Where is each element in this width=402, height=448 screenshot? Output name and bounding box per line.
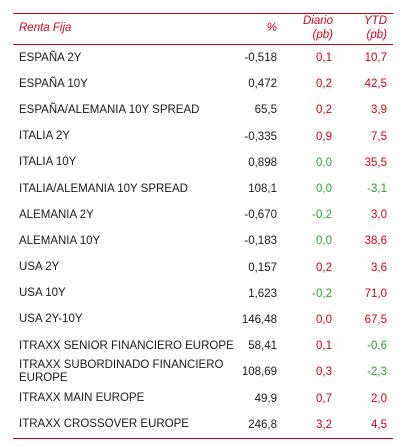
row-name: ALEMANIA 10Y — [19, 234, 101, 247]
row-value: 65,5 — [254, 104, 277, 117]
table-row: USA 10Y 1,623 -0,2 71,0 — [13, 281, 393, 307]
table-row: ESPAÑA/ALEMANIA 10Y SPREAD 65,5 0,2 3,9 — [13, 97, 393, 123]
row-name: ESPAÑA 2Y — [19, 51, 82, 64]
row-name: ITRAXX CROSSOVER EUROPE — [19, 418, 189, 431]
row-ytd: 3,6 — [371, 261, 387, 274]
row-diario: -0,2 — [312, 287, 332, 300]
row-name: ITALIA 10Y — [19, 156, 77, 169]
table-row: ALEMANIA 10Y -0,183 0,0 38,6 — [13, 228, 393, 254]
row-ytd: 42,5 — [364, 78, 387, 91]
row-ytd: 7,5 — [371, 130, 387, 143]
row-value: 246,8 — [248, 418, 277, 431]
row-value: 0,472 — [248, 78, 277, 91]
row-name: USA 2Y — [19, 261, 60, 274]
row-diario: 0,0 — [316, 183, 332, 196]
table-row: ITALIA 10Y 0,898 0,0 35,5 — [13, 150, 393, 176]
row-value: 1,623 — [248, 287, 277, 300]
row-name: ITALIA/ALEMANIA 10Y SPREAD — [19, 182, 188, 195]
row-ytd: 67,5 — [364, 313, 387, 326]
header-diario: Diario (pb) — [293, 14, 333, 42]
row-diario: -0,2 — [312, 209, 332, 222]
row-name: ITRAXX MAIN EUROPE — [19, 392, 145, 405]
row-name: ITALIA 2Y — [19, 130, 70, 143]
row-diario: 0,3 — [316, 366, 332, 379]
row-name: ALEMANIA 2Y — [19, 208, 94, 221]
row-value: 0,157 — [248, 261, 277, 274]
row-ytd: 35,5 — [364, 156, 387, 169]
row-ytd: 71,0 — [364, 287, 387, 300]
row-diario: 0,7 — [316, 392, 332, 405]
row-value: -0,183 — [244, 235, 277, 248]
row-ytd: 3,9 — [371, 104, 387, 117]
row-ytd: -2,3 — [367, 366, 387, 379]
header-diario-unit: (pb) — [312, 29, 333, 41]
table-row: ITALIA/ALEMANIA 10Y SPREAD 108,1 0,0 -3,1 — [13, 176, 393, 202]
row-name: ESPAÑA 10Y — [19, 77, 88, 90]
row-name: ITRAXX SENIOR FINANCIERO EUROPE — [19, 339, 234, 352]
table-row: ITRAXX SENIOR FINANCIERO EUROPE 58,41 0,1 -… — [13, 333, 393, 359]
row-ytd: -3,1 — [367, 183, 387, 196]
row-value: -0,670 — [244, 209, 277, 222]
row-diario: 0,2 — [316, 104, 332, 117]
row-ytd: -0,6 — [367, 340, 387, 353]
row-value: 49,9 — [254, 392, 277, 405]
header-ytd-unit: (pb) — [366, 29, 387, 41]
row-diario: 0,1 — [316, 52, 332, 65]
row-diario: 0,0 — [316, 156, 332, 169]
row-diario: 0,1 — [316, 340, 332, 353]
table-row: USA 2Y-10Y 146,48 0,0 67,5 — [13, 307, 393, 333]
row-value: 108,69 — [241, 366, 277, 379]
row-ytd: 4,5 — [371, 418, 387, 431]
table-row: ITRAXX MAIN EUROPE 49,9 0,7 2,0 — [13, 385, 393, 411]
table-row: ITRAXX CROSSOVER EUROPE 246,8 3,2 4,5 — [13, 412, 393, 438]
table-row: ITALIA 2Y -0,335 0,9 7,5 — [13, 124, 393, 150]
row-diario: 3,2 — [316, 418, 332, 431]
table-body: ESPAÑA 2Y -0,518 0,1 10,7 ESPAÑA 10Y 0,472 0,2… — [13, 45, 393, 438]
table-row: ESPAÑA 10Y 0,472 0,2 42,5 — [13, 71, 393, 97]
row-value: 0,898 — [248, 156, 277, 169]
table-row: USA 2Y 0,157 0,2 3,6 — [13, 255, 393, 281]
table-row: ESPAÑA 2Y -0,518 0,1 10,7 — [13, 45, 393, 71]
table-row: ITRAXX SUBORDINADO FINANCIERO EUROPE 108,… — [13, 359, 393, 385]
row-ytd: 10,7 — [364, 52, 387, 65]
row-value: -0,518 — [244, 52, 277, 65]
fixed-income-table: Renta Fija % Diario (pb) YTD (pb) ESPAÑA… — [13, 13, 393, 439]
row-diario: 0,0 — [316, 313, 332, 326]
row-diario: 0,9 — [316, 130, 332, 143]
header-pct: % — [266, 22, 277, 34]
header-ytd-label: YTD — [364, 15, 387, 27]
row-diario: 0,0 — [316, 235, 332, 248]
row-ytd: 2,0 — [371, 392, 387, 405]
row-value: 146,48 — [241, 313, 277, 326]
header-ytd: YTD (pb) — [347, 14, 387, 42]
row-value: 108,1 — [248, 183, 277, 196]
header-diario-label: Diario — [302, 15, 333, 27]
header-renta-fija: Renta Fija — [19, 22, 72, 34]
table-bottom-rule — [13, 437, 393, 439]
table-row: ALEMANIA 2Y -0,670 -0,2 3,0 — [13, 202, 393, 228]
row-name: USA 10Y — [19, 287, 66, 300]
row-name: ESPAÑA/ALEMANIA 10Y SPREAD — [19, 103, 200, 116]
row-value: 58,41 — [248, 340, 277, 353]
row-diario: 0,2 — [316, 78, 332, 91]
row-ytd: 3,0 — [371, 209, 387, 222]
row-ytd: 38,6 — [364, 235, 387, 248]
row-name: ITRAXX SUBORDINADO FINANCIERO EUROPE — [19, 359, 224, 385]
row-value: -0,335 — [244, 130, 277, 143]
table-header: Renta Fija % Diario (pb) YTD (pb) — [13, 13, 393, 45]
row-name: USA 2Y-10Y — [19, 313, 83, 326]
row-diario: 0,2 — [316, 261, 332, 274]
